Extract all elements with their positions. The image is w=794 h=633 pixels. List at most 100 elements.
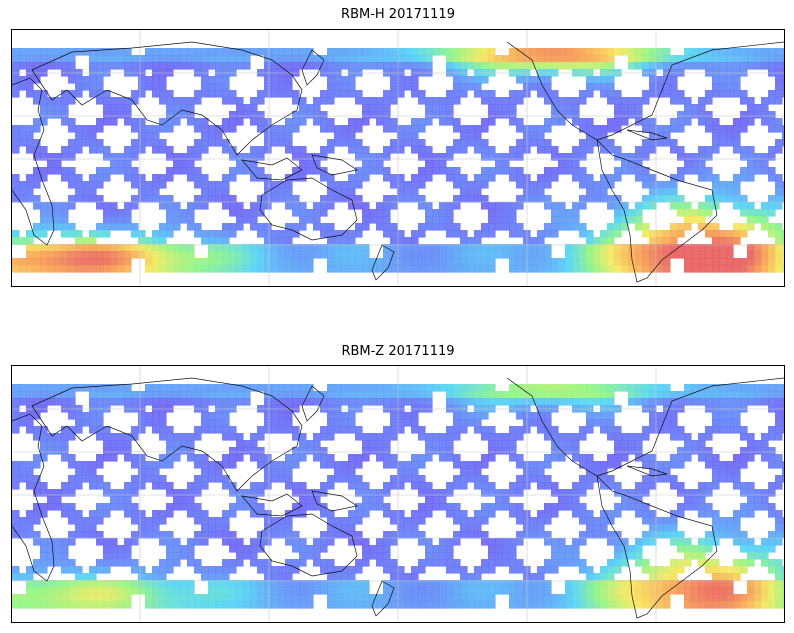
swath-cell xyxy=(124,454,132,462)
swath-cell xyxy=(138,90,146,98)
swath-cell xyxy=(467,601,475,609)
swath-cell xyxy=(733,531,741,539)
swath-cell xyxy=(40,251,48,259)
swath-cell xyxy=(656,230,664,238)
swath-cell xyxy=(89,83,97,91)
swath-cell xyxy=(278,265,286,273)
swath-cell xyxy=(313,62,321,70)
swath-cell xyxy=(404,188,412,196)
swath-cell xyxy=(411,566,419,574)
swath-cell xyxy=(733,174,741,182)
swath-cell xyxy=(320,97,328,105)
swath-cell xyxy=(516,258,524,266)
swath-cell xyxy=(551,223,559,231)
swath-cell xyxy=(439,97,447,105)
swath-cell xyxy=(481,503,489,511)
swath-cell xyxy=(229,125,237,133)
swath-cell xyxy=(257,580,265,588)
swath-cell xyxy=(264,538,272,546)
swath-cell xyxy=(775,594,783,602)
swath-cell xyxy=(285,587,293,595)
swath-cell xyxy=(96,433,104,441)
swath-cell xyxy=(446,538,454,546)
swath-cell xyxy=(705,153,713,161)
swath-cell xyxy=(425,552,433,560)
swath-cell xyxy=(26,468,34,476)
swath-cell xyxy=(236,167,244,175)
swath-cell xyxy=(439,244,447,252)
swath-cell xyxy=(82,188,90,196)
swath-cell xyxy=(201,454,209,462)
swath-cell xyxy=(355,202,363,210)
swath-cell xyxy=(180,244,188,252)
swath-cell xyxy=(159,580,167,588)
swath-cell xyxy=(607,237,615,245)
swath-cell xyxy=(474,48,482,56)
swath-cell xyxy=(698,97,706,105)
swath-cell xyxy=(453,426,461,434)
swath-cell xyxy=(418,461,426,469)
swath-cell xyxy=(12,412,20,420)
swath-cell xyxy=(670,426,678,434)
swath-cell xyxy=(684,160,692,168)
swath-cell xyxy=(467,580,475,588)
swath-cell xyxy=(698,174,706,182)
swath-cell xyxy=(579,265,587,273)
swath-cell xyxy=(691,580,699,588)
swath-cell xyxy=(747,167,755,175)
swath-cell xyxy=(327,398,335,406)
swath-cell xyxy=(747,174,755,182)
swath-cell xyxy=(348,181,356,189)
swath-cell xyxy=(299,62,307,70)
swath-cell xyxy=(257,594,265,602)
swath-cell xyxy=(327,90,335,98)
swath-cell xyxy=(355,146,363,154)
swath-cell xyxy=(313,433,321,441)
swath-cell xyxy=(236,384,244,392)
swath-cell xyxy=(208,237,216,245)
swath-cell xyxy=(782,90,784,98)
swath-cell xyxy=(215,531,223,539)
swath-cell xyxy=(355,433,363,441)
swath-cell xyxy=(453,503,461,511)
swath-cell xyxy=(446,111,454,119)
swath-cell xyxy=(670,83,678,91)
swath-cell xyxy=(271,426,279,434)
swath-cell xyxy=(222,251,230,259)
swath-cell xyxy=(348,531,356,539)
swath-cell xyxy=(404,251,412,259)
swath-cell xyxy=(236,433,244,441)
swath-cell xyxy=(12,55,20,63)
swath-cell xyxy=(418,503,426,511)
swath-cell xyxy=(705,503,713,511)
swath-cell xyxy=(306,153,314,161)
swath-cell xyxy=(68,433,76,441)
swath-cell xyxy=(768,559,776,567)
swath-cell xyxy=(509,538,517,546)
swath-cell xyxy=(649,517,657,525)
swath-cell xyxy=(418,489,426,497)
swath-cell xyxy=(19,258,27,266)
swath-cell xyxy=(544,482,552,490)
swath-cell xyxy=(194,230,202,238)
swath-cell xyxy=(495,216,503,224)
swath-cell xyxy=(103,209,111,217)
swath-cell xyxy=(775,398,783,406)
swath-cell xyxy=(131,55,139,63)
swath-cell xyxy=(782,419,784,427)
swath-cell xyxy=(607,426,615,434)
swath-cell xyxy=(516,566,524,574)
swath-cell xyxy=(719,468,727,476)
swath-cell xyxy=(698,160,706,168)
swath-cell xyxy=(614,559,622,567)
swath-cell xyxy=(201,125,209,133)
swath-cell xyxy=(649,454,657,462)
swath-cell xyxy=(565,594,573,602)
swath-cell xyxy=(649,188,657,196)
swath-cell xyxy=(775,188,783,196)
swath-cell xyxy=(271,587,279,595)
swath-cell xyxy=(614,216,622,224)
swath-cell xyxy=(481,174,489,182)
swath-cell xyxy=(124,391,132,399)
swath-cell xyxy=(439,503,447,511)
